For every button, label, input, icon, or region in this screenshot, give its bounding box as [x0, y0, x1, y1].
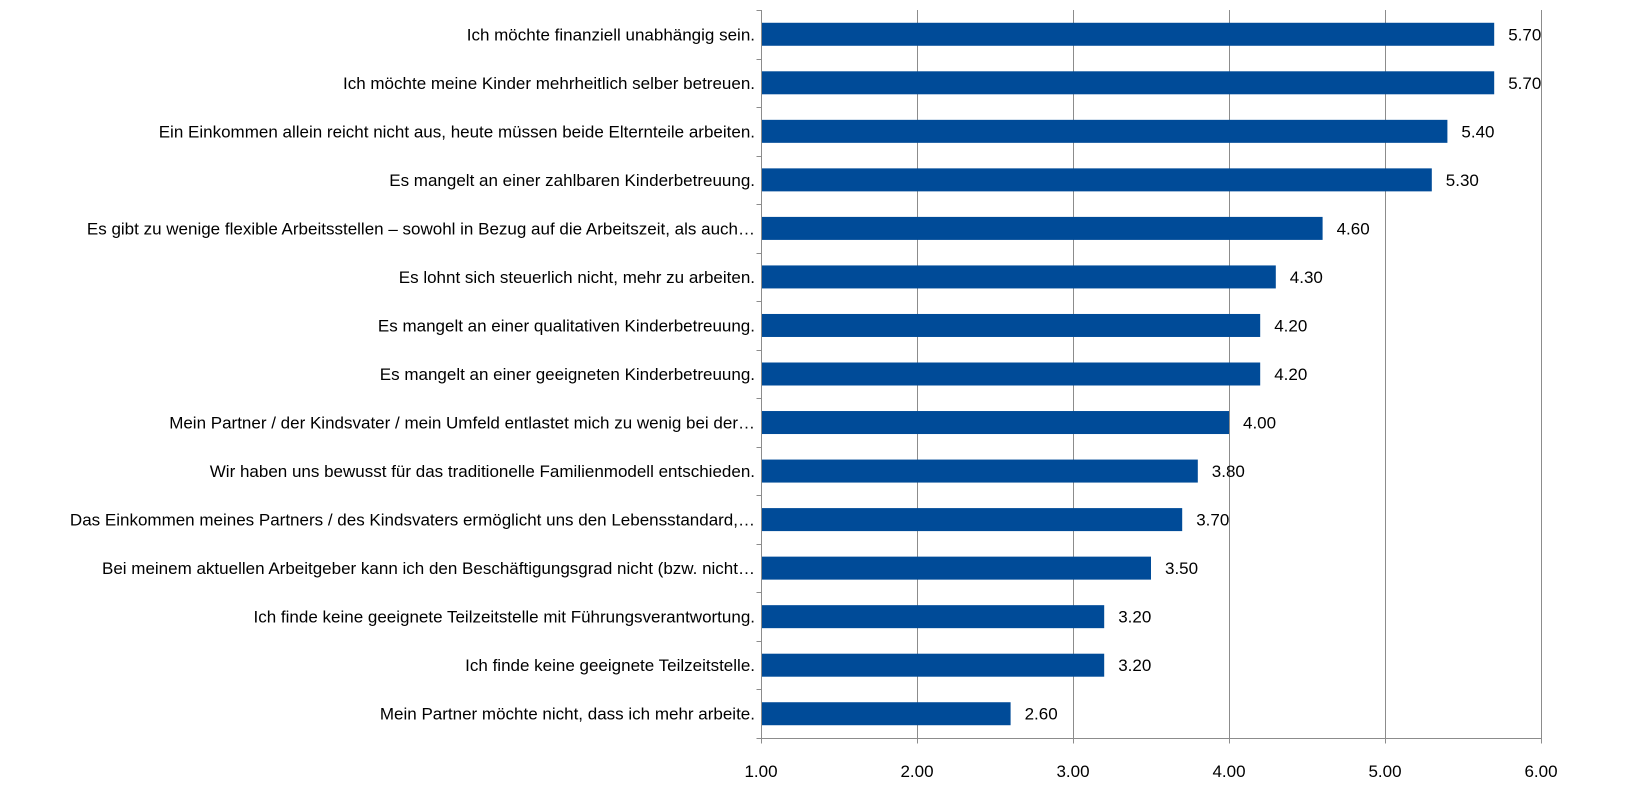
bar — [762, 653, 1105, 677]
category-label: Ich finde keine geeignete Teilzeitstelle… — [254, 608, 755, 627]
x-tick-label: 4.00 — [1212, 762, 1245, 781]
data-label: 4.60 — [1337, 219, 1370, 238]
bar — [762, 411, 1229, 435]
category-label: Ein Einkommen allein reicht nicht aus, h… — [159, 122, 755, 141]
data-label: 5.40 — [1461, 122, 1494, 141]
bar — [762, 459, 1198, 483]
data-label: 5.70 — [1508, 74, 1541, 93]
category-label: Es mangelt an einer qualitativen Kinderb… — [378, 316, 755, 335]
bar — [762, 508, 1183, 532]
category-label: Ich finde keine geeignete Teilzeitstelle… — [465, 656, 755, 675]
category-label: Es lohnt sich steuerlich nicht, mehr zu … — [399, 268, 755, 287]
data-label: 4.20 — [1274, 316, 1307, 335]
bar — [762, 362, 1261, 386]
bar — [762, 119, 1448, 143]
category-label: Es gibt zu wenige flexible Arbeitsstelle… — [87, 219, 755, 238]
data-label: 3.80 — [1212, 462, 1245, 481]
bar — [762, 22, 1495, 46]
bar — [762, 605, 1105, 629]
category-label: Mein Partner möchte nicht, dass ich mehr… — [380, 705, 755, 724]
labels: 1.00 2.00 3.00 4.00 5.00 6.00 Ich möchte finan… — [70, 25, 1558, 781]
data-label: 3.50 — [1165, 559, 1198, 578]
bar — [762, 556, 1151, 580]
data-label: 4.00 — [1243, 414, 1276, 433]
category-label: Bei meinem aktuellen Arbeitgeber kann ic… — [102, 559, 755, 578]
bar — [762, 168, 1432, 192]
bar — [762, 71, 1495, 95]
x-tick-label: 3.00 — [1056, 762, 1089, 781]
category-label: Es mangelt an einer zahlbaren Kinderbetr… — [389, 171, 755, 190]
data-label: 5.30 — [1446, 171, 1479, 190]
x-tick-label: 5.00 — [1368, 762, 1401, 781]
category-label: Das Einkommen meines Partners / des Kind… — [70, 511, 755, 530]
category-label: Ich möchte finanziell unabhängig sein. — [467, 25, 755, 44]
category-label: Es mangelt an einer geeigneten Kinderbet… — [380, 365, 755, 384]
x-tick-label: 6.00 — [1524, 762, 1557, 781]
bar — [762, 702, 1011, 726]
x-tick-label: 2.00 — [900, 762, 933, 781]
data-label: 3.20 — [1118, 608, 1151, 627]
axes — [756, 10, 1542, 744]
data-label: 5.70 — [1508, 25, 1541, 44]
x-tick-label: 1.00 — [744, 762, 777, 781]
data-label: 2.60 — [1025, 705, 1058, 724]
data-label: 4.20 — [1274, 365, 1307, 384]
data-label: 3.20 — [1118, 656, 1151, 675]
bar — [762, 265, 1276, 289]
bars — [762, 22, 1495, 726]
category-label: Mein Partner / der Kindsvater / mein Umf… — [169, 414, 755, 433]
data-label: 3.70 — [1196, 511, 1229, 530]
category-label: Wir haben uns bewusst für das traditione… — [210, 462, 755, 481]
bar — [762, 313, 1261, 337]
category-label: Ich möchte meine Kinder mehrheitlich sel… — [343, 74, 755, 93]
data-label: 4.30 — [1290, 268, 1323, 287]
bar — [762, 216, 1323, 240]
